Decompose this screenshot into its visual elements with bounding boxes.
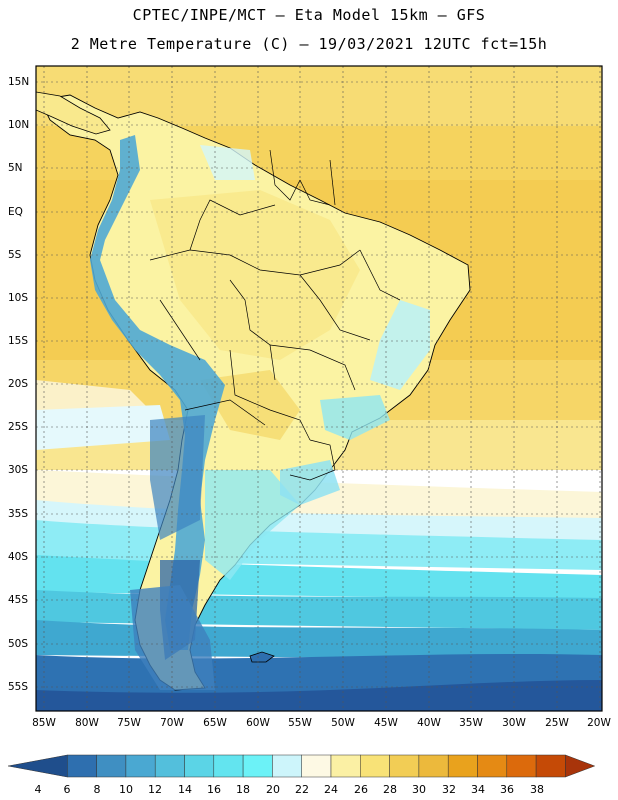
lon-label: 40W <box>417 717 441 729</box>
central-america <box>36 91 111 135</box>
colorbar-swatch <box>301 754 332 778</box>
colorbar-swatch <box>7 754 68 778</box>
colorbar-label: 30 <box>412 783 426 796</box>
colorbar-label: 18 <box>236 783 250 796</box>
lon-label: 25W <box>545 717 569 729</box>
lat-label: 20S <box>8 378 29 390</box>
colorbar-swatch <box>477 754 508 778</box>
colorbar-label: 10 <box>119 783 133 796</box>
lat-label: 35S <box>8 508 29 520</box>
colorbar-swatch <box>565 754 596 778</box>
lon-label: 50W <box>331 717 355 729</box>
lon-label: 55W <box>288 717 312 729</box>
lat-label: 5S <box>8 249 22 261</box>
lat-label: 15N <box>8 76 30 88</box>
lon-label: 30W <box>502 717 526 729</box>
colorbar-swatch <box>389 754 420 778</box>
colorbar-swatch <box>154 754 185 778</box>
lon-label: 35W <box>459 717 483 729</box>
colorbar-swatch <box>447 754 478 778</box>
lon-label: 80W <box>75 717 99 729</box>
colorbar-label: 26 <box>354 783 368 796</box>
lat-label: 50S <box>8 638 29 650</box>
colorbar-swatch <box>418 754 449 778</box>
lat-label: 10S <box>8 292 29 304</box>
lat-label: 15S <box>8 335 29 347</box>
lon-label: 65W <box>203 717 227 729</box>
lat-label: 5N <box>8 162 23 174</box>
colorbar-label: 8 <box>93 783 101 796</box>
colorbar-label: 28 <box>383 783 397 796</box>
colorbar-swatch <box>330 754 361 778</box>
colorbar-label: 12 <box>148 783 162 796</box>
map-title-line2: 2 Metre Temperature (C) – 19/03/2021 12U… <box>70 35 548 53</box>
lon-label: 60W <box>246 717 270 729</box>
lat-lon-grid <box>36 66 602 711</box>
colorbar-swatch <box>506 754 537 778</box>
colorbar <box>7 754 596 778</box>
colorbar-swatch <box>242 754 273 778</box>
colorbar-swatch <box>96 754 127 778</box>
colorbar-swatch <box>360 754 390 778</box>
lon-label: 75W <box>117 717 141 729</box>
lon-label: 45W <box>374 717 398 729</box>
colorbar-swatch <box>213 754 244 778</box>
lon-label: 85W <box>32 717 56 729</box>
lat-label: 25S <box>8 421 29 433</box>
colorbar-label: 32 <box>442 783 456 796</box>
country-borders <box>149 149 401 481</box>
lon-label: 70W <box>160 717 184 729</box>
colorbar-swatch <box>125 754 156 778</box>
colorbar-swatch <box>67 754 97 778</box>
colorbar-label: 4 <box>34 783 42 796</box>
lat-label: 40S <box>8 551 29 563</box>
lat-label: 10N <box>8 119 30 131</box>
colorbar-label: 20 <box>266 783 280 796</box>
lat-label: 30S <box>8 464 29 476</box>
colorbar-label: 38 <box>530 783 544 796</box>
colorbar-label: 22 <box>295 783 309 796</box>
lat-label: 55S <box>8 681 29 693</box>
colorbar-label: 14 <box>178 783 192 796</box>
map-title-line1: CPTEC/INPE/MCT – Eta Model 15km – GFS <box>132 6 486 24</box>
colorbar-label: 34 <box>471 783 485 796</box>
colorbar-label: 24 <box>324 783 338 796</box>
colorbar-swatch <box>184 754 215 778</box>
colorbar-swatch <box>535 754 566 778</box>
colorbar-swatch <box>272 754 302 778</box>
lat-label: EQ <box>8 206 23 218</box>
lat-label: 45S <box>8 594 29 606</box>
colorbar-label: 6 <box>63 783 71 796</box>
lon-label: 20W <box>587 717 611 729</box>
map-frame <box>35 65 603 712</box>
colorbar-label: 36 <box>500 783 514 796</box>
temperature-field <box>36 66 602 711</box>
colorbar-label: 16 <box>207 783 221 796</box>
